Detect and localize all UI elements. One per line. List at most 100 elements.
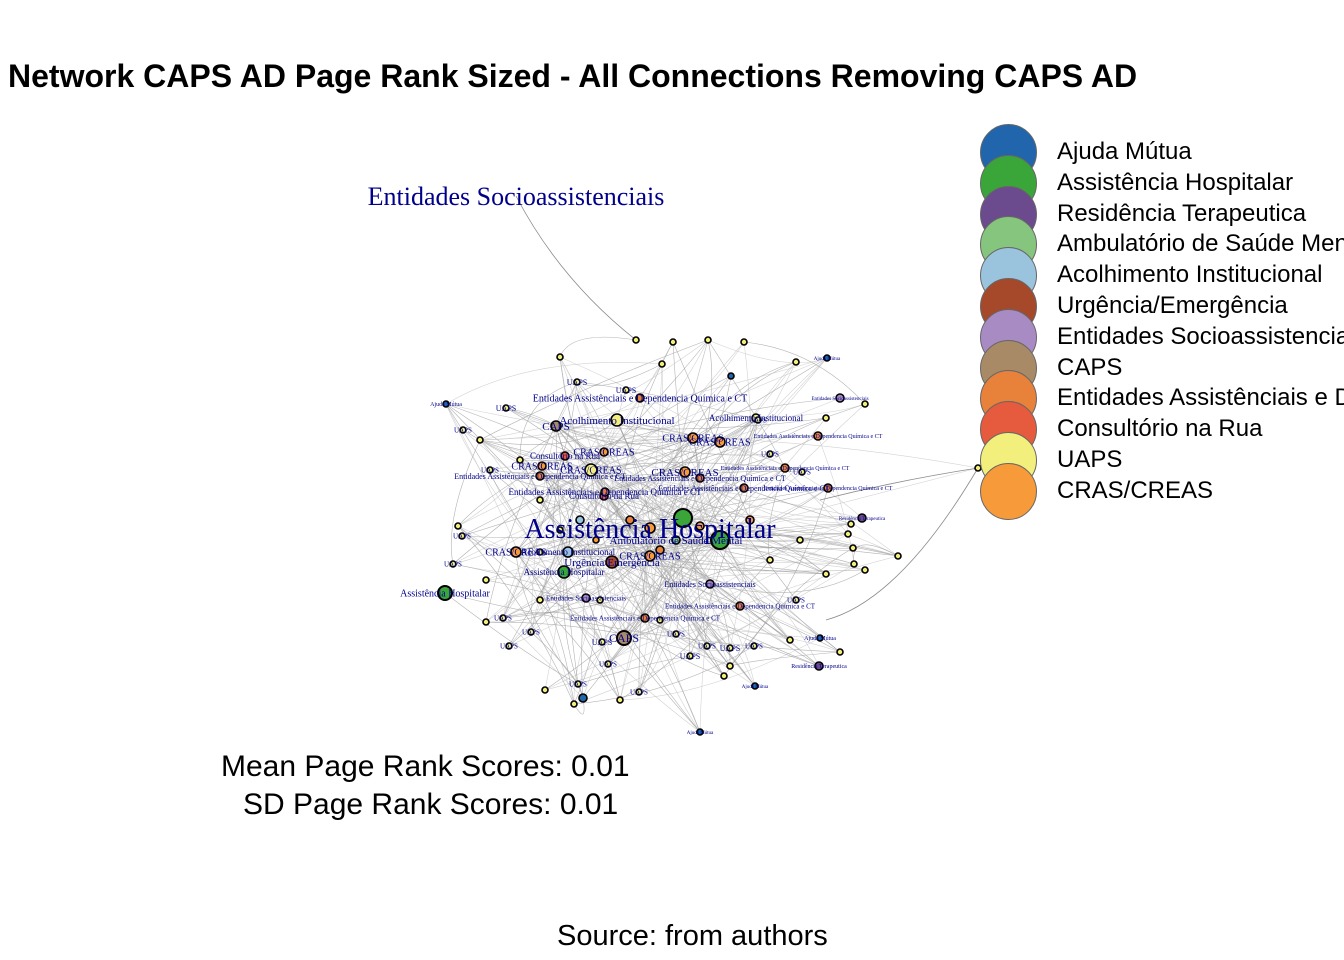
- network-edge: [559, 356, 605, 497]
- mean-pagerank-text: Mean Page Rank Scores: 0.01: [221, 750, 630, 783]
- network-edge: [611, 561, 731, 649]
- network-edge: [607, 403, 866, 665]
- network-edge: [607, 517, 863, 665]
- network-edge: [616, 419, 652, 557]
- network-node: [695, 521, 705, 531]
- network-edge: [603, 451, 801, 541]
- network-edge: [623, 629, 841, 653]
- network-edge: [743, 341, 866, 405]
- network-node: [644, 550, 656, 562]
- network-edge: [541, 397, 841, 467]
- network-node: [727, 372, 735, 380]
- network-node: [739, 483, 749, 493]
- network-edge: [485, 491, 606, 623]
- network-edge: [555, 339, 709, 427]
- network-node: [714, 436, 726, 448]
- network-edge: [604, 339, 709, 493]
- node-label: Ajuda Mútua: [804, 636, 836, 642]
- network-edge: [564, 455, 574, 553]
- network-edge: [675, 539, 691, 657]
- network-edge: [692, 361, 797, 439]
- network-edge: [567, 533, 849, 553]
- network-edge: [707, 339, 828, 364]
- network-node: [687, 432, 699, 444]
- node-label: Ajuda Mútua: [687, 731, 714, 736]
- network-edge: [519, 459, 621, 701]
- network-edge: [515, 551, 575, 705]
- node-label: UAPS: [630, 688, 648, 696]
- network-node: [844, 530, 852, 538]
- network-edge: [485, 562, 855, 581]
- network-node: [536, 548, 544, 556]
- network-edge: [684, 435, 819, 473]
- node-label: Urgência/Emergência: [564, 557, 660, 569]
- network-edge: [576, 381, 759, 421]
- network-edge: [461, 535, 741, 607]
- network-edge: [590, 469, 661, 621]
- network-edge: [539, 437, 694, 501]
- network-edge: [623, 417, 827, 639]
- network-node: [584, 463, 598, 477]
- network-node: [836, 648, 844, 656]
- network-node: [632, 336, 640, 344]
- node-label: UAPS: [592, 638, 612, 647]
- network-node: [796, 536, 804, 544]
- node-label: CRAS/CREAS: [689, 438, 750, 449]
- network-edge: [619, 637, 821, 701]
- node-label: UAPS: [494, 614, 512, 622]
- network-edge: [644, 487, 745, 619]
- network-node: [625, 515, 635, 525]
- network-edge: [678, 517, 708, 647]
- legend-label: Entidades Assistênciais e Dependencia Qu…: [1057, 384, 1344, 412]
- network-edge: [675, 539, 821, 639]
- network-node: [616, 696, 624, 704]
- node-label: UAPS: [496, 404, 516, 413]
- network-edge: [515, 551, 603, 643]
- network-node: [857, 513, 867, 523]
- network-node: [750, 642, 758, 650]
- network-edge: [675, 467, 786, 541]
- network-node: [527, 628, 535, 636]
- node-label: Assistência Hospitalar: [524, 567, 605, 577]
- network-node: [814, 661, 824, 671]
- node-label: CRAS/CREAS: [511, 462, 572, 473]
- network-node: [861, 400, 869, 408]
- network-edge: [445, 403, 621, 701]
- network-node: [786, 636, 794, 644]
- network-edge: [530, 491, 606, 633]
- node-label: UAPS: [453, 532, 471, 540]
- network-edge: [559, 336, 637, 358]
- network-edge: [515, 487, 829, 553]
- network-node: [726, 644, 734, 652]
- network-edge: [590, 341, 745, 471]
- network-edge: [552, 455, 566, 573]
- network-node: [703, 642, 711, 650]
- network-node: [537, 461, 547, 471]
- node-label: Acolhimento Institucional: [521, 547, 616, 557]
- network-node: [766, 556, 774, 564]
- network-node: [798, 468, 806, 476]
- node-label: UAPS: [444, 560, 462, 568]
- network-node: [437, 585, 453, 601]
- network-edge: [555, 425, 579, 685]
- network-edge: [719, 539, 827, 575]
- network-node: [610, 413, 624, 427]
- network-edge: [604, 357, 828, 493]
- legend-label: Ajuda Mútua: [1057, 138, 1192, 165]
- node-label: UAPS: [454, 426, 472, 434]
- network-node: [604, 660, 612, 668]
- network-edge: [450, 439, 481, 565]
- network-edge: [515, 363, 663, 553]
- network-edge: [638, 363, 664, 693]
- network-edge: [559, 356, 592, 471]
- node-label: UAPS: [616, 386, 636, 395]
- network-node: [541, 686, 549, 694]
- legend-label: CRAS/CREAS: [1057, 476, 1214, 504]
- network-node: [596, 596, 604, 604]
- network-edge: [573, 645, 755, 705]
- network-edge: [590, 469, 621, 701]
- network-edge: [539, 517, 684, 553]
- sd-pagerank-text: SD Page Rank Scores: 0.01: [243, 788, 619, 821]
- node-label: CRAS/CREAS: [619, 552, 680, 563]
- network-edge: [479, 439, 606, 493]
